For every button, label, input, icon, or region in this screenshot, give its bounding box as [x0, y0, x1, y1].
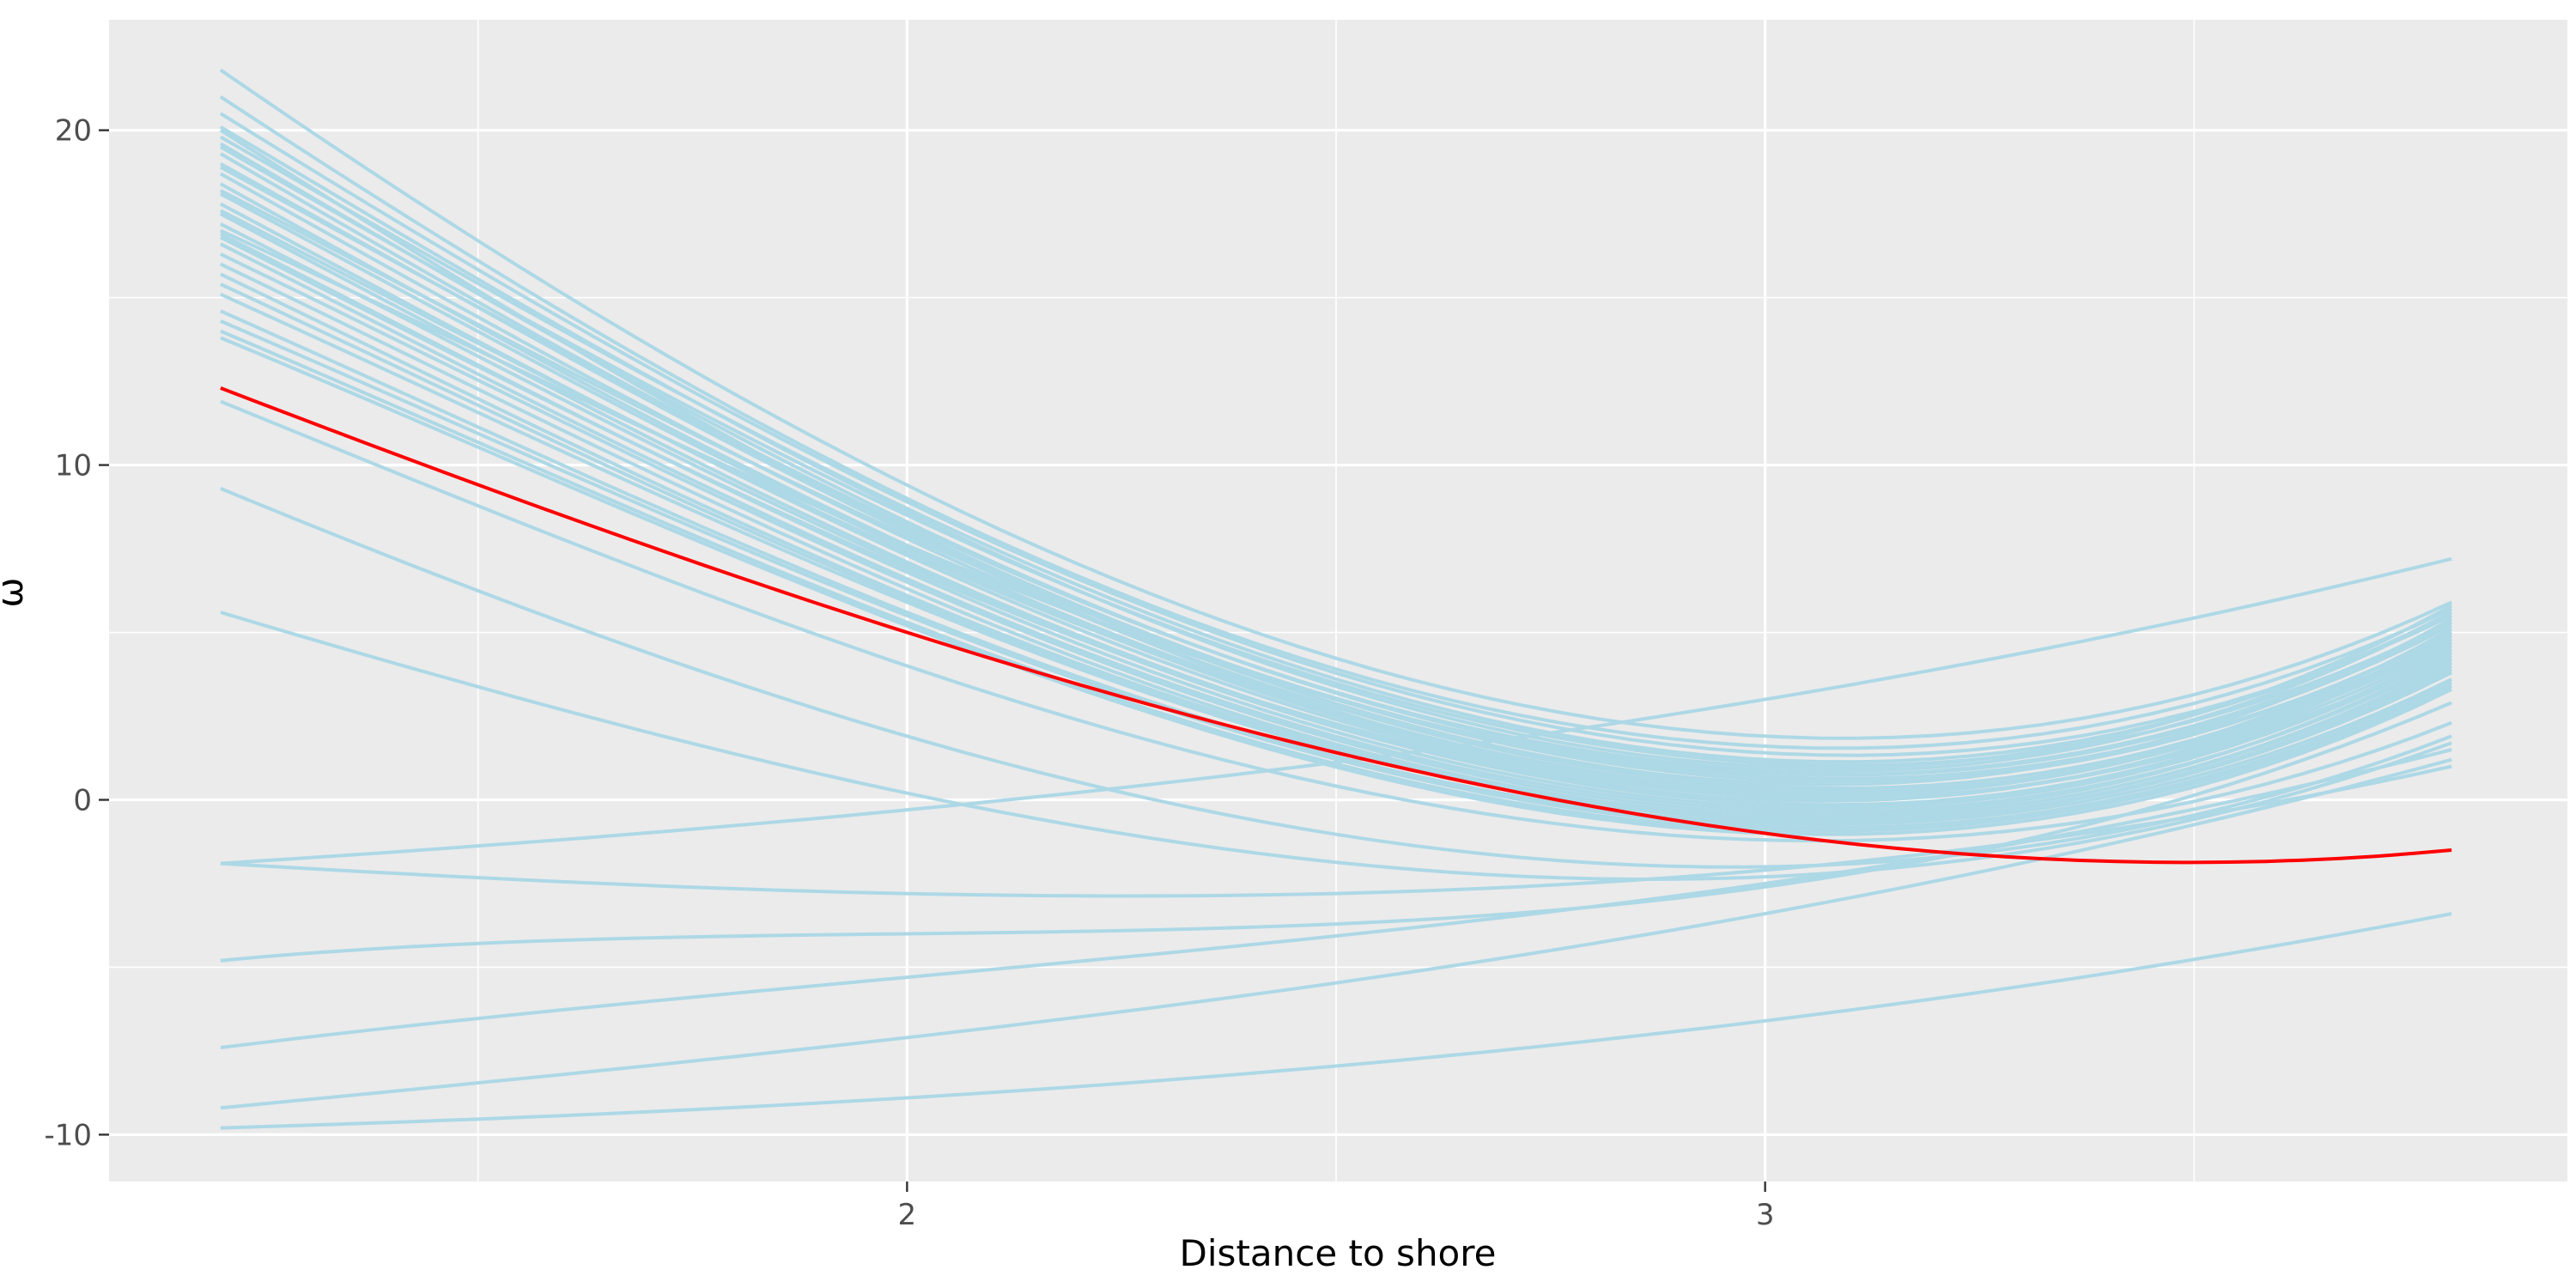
draw-line-33	[220, 399, 2452, 843]
y-tick-label: 20	[55, 114, 92, 149]
x-axis-title: Distance to shore	[1180, 1232, 1497, 1274]
draw-line-23	[220, 319, 2452, 830]
draw-line-35	[220, 611, 2452, 882]
draw-line-16	[220, 242, 2452, 813]
draw-line-38	[220, 701, 2452, 963]
draw-line-39	[220, 748, 2452, 1049]
draw-line-30	[220, 235, 2452, 800]
draw-line-25	[220, 336, 2452, 836]
draw-line-34	[220, 487, 2452, 869]
x-tick-label: 3	[1756, 1198, 1775, 1232]
highlight-line	[220, 386, 2452, 865]
draw-line-19	[220, 272, 2452, 820]
draw-line-22	[220, 309, 2452, 827]
draw-line-5	[219, 125, 2453, 770]
draw-line-27	[219, 165, 2453, 774]
draw-line-37	[220, 556, 2452, 866]
y-axis: -10 0 10 20	[44, 114, 109, 1152]
minor-gridlines	[109, 20, 2567, 1182]
draw-line-17	[220, 252, 2453, 817]
draw-line-3	[219, 95, 2452, 750]
draw-line-36	[220, 764, 2452, 898]
draw-line-9	[219, 172, 2453, 790]
y-axis-title: ω	[0, 577, 31, 607]
draw-line-40	[220, 757, 2452, 1110]
x-tick-label: 2	[898, 1198, 917, 1232]
draw-line-32	[219, 129, 2453, 797]
y-tick-label: 10	[55, 449, 92, 483]
series-lines	[219, 68, 2453, 1130]
draw-line-26	[219, 145, 2452, 768]
draw-line-41	[220, 912, 2452, 1130]
draw-line-4	[219, 112, 2452, 757]
y-tick-label: 0	[73, 783, 92, 817]
highlight-series-line	[220, 386, 2452, 865]
draw-line-2	[219, 68, 2452, 740]
draw-line-1	[219, 135, 2452, 764]
draw-line-14	[219, 222, 2453, 807]
draw-line-21	[220, 292, 2452, 823]
draw-line-31	[220, 228, 2453, 777]
plot-panel	[109, 20, 2567, 1182]
y-tick-label: -10	[44, 1118, 92, 1152]
